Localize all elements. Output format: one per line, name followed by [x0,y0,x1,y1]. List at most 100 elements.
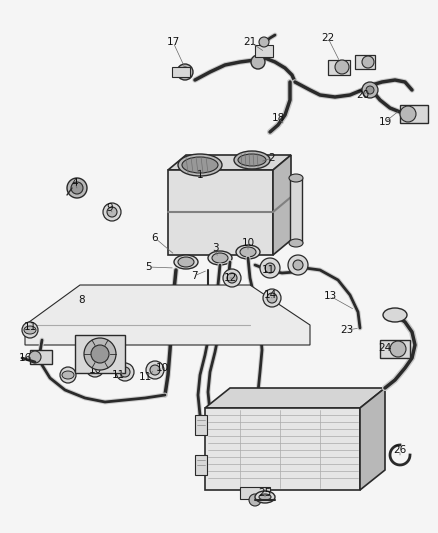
Text: 9: 9 [107,203,113,213]
Bar [172,67,190,77]
Circle shape [143,311,153,321]
Bar [400,105,428,123]
Circle shape [260,258,280,278]
Text: 17: 17 [166,37,180,47]
Text: 23: 23 [340,325,353,335]
Bar [30,350,52,364]
Text: 24: 24 [378,343,392,353]
Text: 4: 4 [72,178,78,188]
Bar [290,178,302,243]
Bar [195,455,207,475]
Text: 25: 25 [258,488,272,498]
Bar [328,60,350,75]
Polygon shape [205,388,385,408]
Text: 11: 11 [111,370,125,380]
Ellipse shape [236,245,260,259]
Circle shape [180,67,190,77]
Circle shape [67,178,87,198]
Circle shape [223,269,241,287]
Ellipse shape [238,154,266,166]
Circle shape [200,310,216,326]
Ellipse shape [24,326,36,334]
Ellipse shape [240,247,256,257]
Text: 16: 16 [18,353,32,363]
Text: 21: 21 [244,37,257,47]
Text: 14: 14 [263,290,277,300]
Polygon shape [273,155,291,255]
Circle shape [116,363,134,381]
Bar [240,487,270,499]
Ellipse shape [289,174,303,182]
Ellipse shape [234,151,270,169]
Text: 10: 10 [241,238,254,248]
Circle shape [251,55,265,69]
Circle shape [293,260,303,270]
Ellipse shape [178,257,194,267]
Text: 6: 6 [152,233,158,243]
Circle shape [362,82,378,98]
Ellipse shape [212,253,228,263]
Text: 7: 7 [191,271,197,281]
Circle shape [120,367,130,377]
Circle shape [288,255,308,275]
Text: 8: 8 [79,295,85,305]
Circle shape [177,64,193,80]
Circle shape [86,359,104,377]
Text: 10: 10 [155,363,169,373]
Polygon shape [168,170,273,255]
Ellipse shape [182,157,218,173]
Bar [75,335,125,373]
Circle shape [259,37,269,47]
Circle shape [249,494,261,506]
Circle shape [362,56,374,68]
Text: 22: 22 [321,33,335,43]
Bar [195,415,207,435]
Circle shape [227,273,237,283]
Circle shape [335,60,349,74]
Polygon shape [360,388,385,490]
Text: 11: 11 [23,322,37,332]
Circle shape [267,293,277,303]
Circle shape [265,263,275,273]
Bar [255,45,273,57]
Text: 18: 18 [272,113,285,123]
Ellipse shape [383,308,407,322]
Circle shape [150,365,160,375]
Ellipse shape [259,494,271,500]
Circle shape [84,338,116,370]
Circle shape [138,306,158,326]
Circle shape [60,367,76,383]
Ellipse shape [289,239,303,247]
Ellipse shape [178,154,222,176]
Text: 5: 5 [145,262,151,272]
Circle shape [71,291,89,309]
Bar [380,340,410,358]
Text: 13: 13 [323,291,337,301]
Ellipse shape [62,371,74,379]
Circle shape [400,106,416,122]
Text: 11: 11 [138,372,152,382]
Text: 26: 26 [393,445,406,455]
Text: 1: 1 [197,170,203,180]
Polygon shape [25,285,310,345]
Circle shape [366,86,374,94]
Ellipse shape [255,491,275,503]
Text: 10: 10 [88,365,102,375]
Text: 19: 19 [378,117,392,127]
Circle shape [146,361,164,379]
Circle shape [71,182,83,194]
Text: 12: 12 [223,273,237,283]
Circle shape [91,345,109,363]
Text: 3: 3 [212,243,218,253]
Ellipse shape [208,251,232,265]
Text: 11: 11 [261,265,275,275]
Polygon shape [168,155,291,170]
Polygon shape [205,408,360,490]
Circle shape [22,322,38,338]
Ellipse shape [174,255,198,269]
Text: 2: 2 [268,153,276,163]
Text: 15: 15 [93,343,106,353]
Circle shape [103,203,121,221]
Circle shape [90,363,100,373]
Circle shape [107,207,117,217]
